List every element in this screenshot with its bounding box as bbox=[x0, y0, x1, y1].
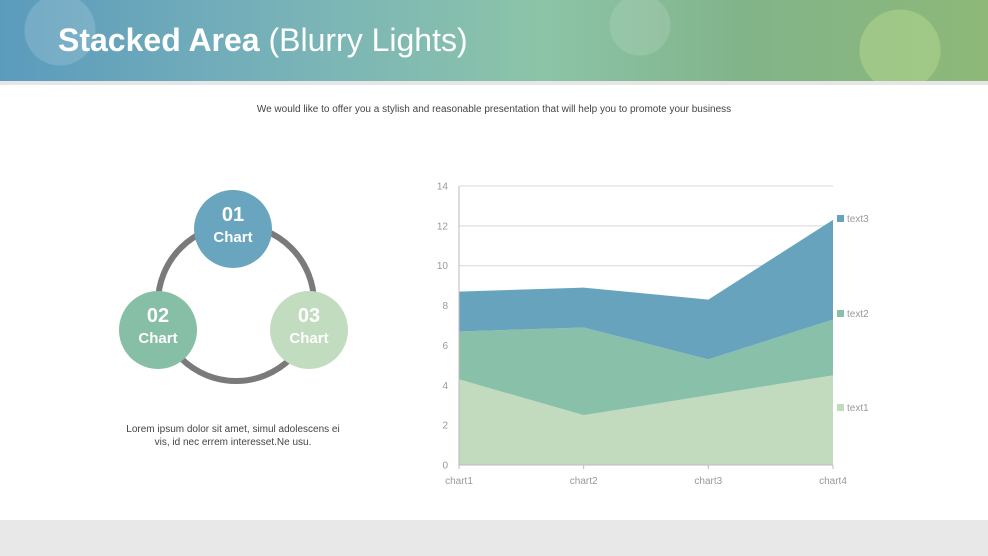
cycle-label: Chart bbox=[213, 229, 253, 246]
area-text1 bbox=[459, 375, 833, 465]
cycle-label: Chart bbox=[289, 330, 329, 347]
description: Lorem ipsum dolor sit amet, simul adoles… bbox=[126, 424, 340, 448]
y-tick-label: 6 bbox=[442, 341, 448, 352]
header-divider bbox=[0, 81, 988, 85]
cycle-item-03: 03 Chart bbox=[270, 291, 348, 369]
legend-label-text2: text2 bbox=[847, 309, 869, 320]
x-tick-label: chart3 bbox=[694, 476, 722, 487]
cycle-item-02: 02 Chart bbox=[119, 291, 197, 369]
y-tick-label: 12 bbox=[437, 221, 449, 232]
cycle-number: 03 bbox=[297, 305, 321, 327]
legend-swatch-text1 bbox=[837, 404, 844, 411]
page-title: Stacked Area (Blurry Lights) bbox=[58, 22, 468, 59]
subtitle: We would like to offer you a stylish and… bbox=[256, 104, 732, 115]
area-text3 bbox=[459, 219, 833, 360]
footer-bar bbox=[0, 520, 988, 556]
area-text2 bbox=[459, 319, 833, 416]
legend-label-text3: text3 bbox=[847, 214, 869, 225]
x-tick-label: chart1 bbox=[445, 476, 473, 487]
header-banner bbox=[0, 0, 988, 81]
cycle-label: Chart bbox=[138, 330, 178, 347]
x-tick-label: chart2 bbox=[570, 476, 598, 487]
x-tick-label: chart4 bbox=[819, 476, 847, 487]
y-tick-label: 10 bbox=[437, 261, 449, 272]
y-tick-label: 0 bbox=[442, 461, 448, 472]
y-tick-label: 4 bbox=[442, 381, 448, 392]
legend-swatch-text3 bbox=[837, 215, 844, 222]
legend-label-text1: text1 bbox=[847, 403, 869, 414]
legend-swatch-text2 bbox=[837, 310, 844, 317]
title-rest: (Blurry Lights) bbox=[268, 22, 468, 58]
y-tick-label: 8 bbox=[442, 301, 448, 312]
cycle-number: 01 bbox=[221, 204, 245, 226]
y-tick-label: 2 bbox=[442, 421, 448, 432]
title-bold: Stacked Area bbox=[58, 22, 260, 58]
cycle-item-01: 01 Chart bbox=[194, 190, 272, 268]
cycle-number: 02 bbox=[146, 305, 170, 327]
y-tick-label: 14 bbox=[437, 182, 449, 193]
